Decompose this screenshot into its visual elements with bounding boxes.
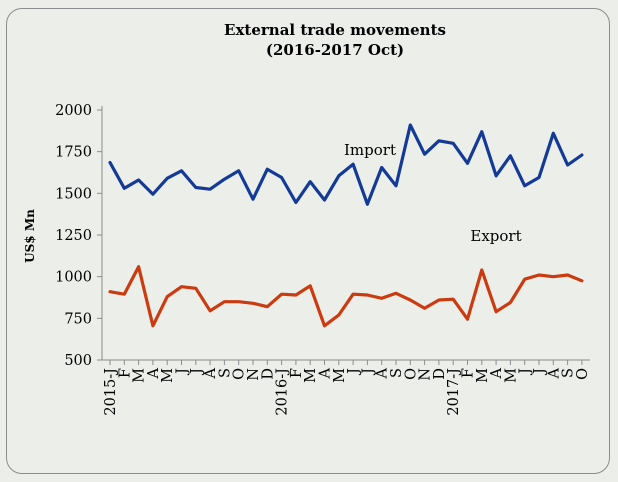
y-tick-label: 1250 — [55, 228, 92, 244]
y-tick-label: 1750 — [55, 145, 92, 161]
x-tick-label: N — [418, 368, 434, 381]
series-labels: Import Export — [344, 141, 522, 245]
x-tick-label: F — [461, 368, 477, 378]
x-tick-label: J — [189, 368, 205, 376]
y-tick-label: 2000 — [55, 103, 92, 119]
x-tick-label: A — [375, 367, 391, 379]
x-tick-label: S — [217, 368, 233, 378]
x-tick-label: 2016-J — [275, 368, 291, 416]
x-tick-label: D — [260, 368, 276, 380]
x-tick-label: S — [389, 368, 405, 378]
x-tick-label: A — [318, 367, 334, 379]
chart-frame — [6, 8, 610, 474]
x-tick-label: A — [203, 367, 219, 379]
x-tick-label: J — [346, 368, 362, 376]
x-tick-label: J — [532, 368, 548, 376]
x-tick-label: A — [489, 367, 505, 379]
x-tick-label: N — [246, 368, 262, 381]
x-tick-label: A — [546, 367, 562, 379]
series-lines — [108, 123, 584, 328]
x-tick-label: M — [132, 368, 148, 383]
x-tick-label: O — [403, 368, 419, 380]
y-tick-label: 1000 — [55, 270, 92, 286]
y-axis: 500 750 1000 1250 1500 1750 2000 — [55, 103, 103, 369]
x-tick-label: J — [175, 368, 191, 376]
y-tick-label: 1500 — [55, 186, 92, 202]
x-tick-label: J — [360, 368, 376, 376]
x-axis: 2015-JFMAMJJASOND2016-JFMAMJJASOND2017-J… — [102, 359, 591, 416]
x-tick-label: F — [289, 368, 305, 378]
y-tick-label: 500 — [64, 353, 92, 369]
chart-subtitle: (2016-2017 Oct) — [266, 41, 404, 59]
x-tick-label: 2017-J — [446, 368, 462, 416]
x-tick-label: F — [117, 368, 133, 378]
x-tick-label: D — [432, 368, 448, 380]
x-tick-label: O — [232, 368, 248, 380]
series-label-export: Export — [470, 227, 521, 245]
series-line-export — [108, 265, 584, 328]
chart-title: External trade movements — [224, 21, 446, 39]
x-tick-label: M — [475, 368, 491, 383]
x-tick-label: A — [146, 367, 162, 379]
x-tick-label: M — [160, 368, 176, 383]
x-tick-label: O — [575, 368, 591, 380]
series-line-import — [108, 123, 584, 206]
y-axis-label: US$ Mn — [23, 209, 37, 263]
x-tick-label: M — [332, 368, 348, 383]
x-tick-label: 2015-J — [103, 368, 119, 416]
y-tick-label: 750 — [64, 311, 92, 327]
series-label-import: Import — [344, 141, 396, 159]
x-tick-label: S — [561, 368, 577, 378]
x-tick-label: M — [303, 368, 319, 383]
x-tick-label: J — [518, 368, 534, 376]
x-tick-label: M — [503, 368, 519, 383]
